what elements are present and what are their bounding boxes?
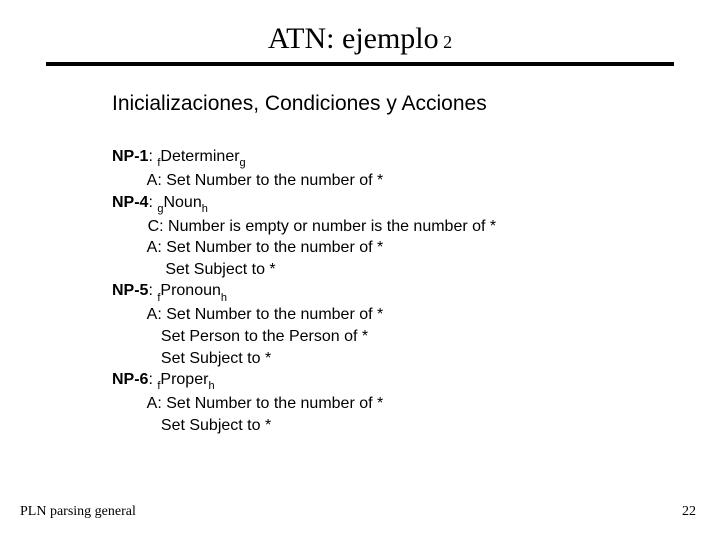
rule-header: NP-6: fProperh: [112, 369, 672, 393]
rule-label: NP-4: [112, 194, 148, 211]
rule-category: Proper: [160, 371, 208, 388]
sub-post: h: [208, 380, 214, 392]
rule-detail: Set Subject to *: [112, 415, 672, 437]
footer-left: PLN parsing general: [20, 504, 136, 520]
rule-detail: Set Subject to *: [112, 259, 672, 281]
slide-title: ATN: ejemplo 2: [0, 22, 720, 56]
rule-detail: C: Number is empty or number is the numb…: [112, 216, 672, 238]
sub-pre: g: [157, 203, 163, 215]
rule-category: Pronoun: [160, 282, 221, 299]
rule-category: Determiner: [160, 148, 239, 165]
sub-post: g: [240, 157, 246, 169]
rule-header: NP-4: gNounh: [112, 192, 672, 216]
title-rule: [46, 62, 674, 66]
rule-label: NP-5: [112, 282, 148, 299]
rule-detail: Set Subject to *: [112, 348, 672, 370]
title-suffix: 2: [439, 32, 453, 52]
rule-label: NP-1: [112, 148, 148, 165]
body-text: NP-1: fDeterminerg A: Set Number to the …: [112, 146, 672, 436]
slide: ATN: ejemplo 2 Inicializaciones, Condici…: [0, 0, 720, 540]
subtitle: Inicializaciones, Condiciones y Acciones: [112, 92, 487, 116]
sub-pre: f: [157, 157, 160, 169]
title-main: ATN: ejemplo: [268, 22, 439, 55]
sub-pre: f: [157, 292, 160, 304]
page-number: 22: [682, 504, 696, 520]
rule-detail: A: Set Number to the number of *: [112, 170, 672, 192]
rule-header: NP-5: fPronounh: [112, 280, 672, 304]
sub-post: h: [202, 203, 208, 215]
rule-detail: A: Set Number to the number of *: [112, 237, 672, 259]
rule-detail: A: Set Number to the number of *: [112, 304, 672, 326]
rule-detail: A: Set Number to the number of *: [112, 393, 672, 415]
sub-pre: f: [157, 380, 160, 392]
rule-category: Noun: [163, 194, 201, 211]
rule-detail: Set Person to the Person of *: [112, 326, 672, 348]
sub-post: h: [221, 292, 227, 304]
rule-header: NP-1: fDeterminerg: [112, 146, 672, 170]
rule-label: NP-6: [112, 371, 148, 388]
